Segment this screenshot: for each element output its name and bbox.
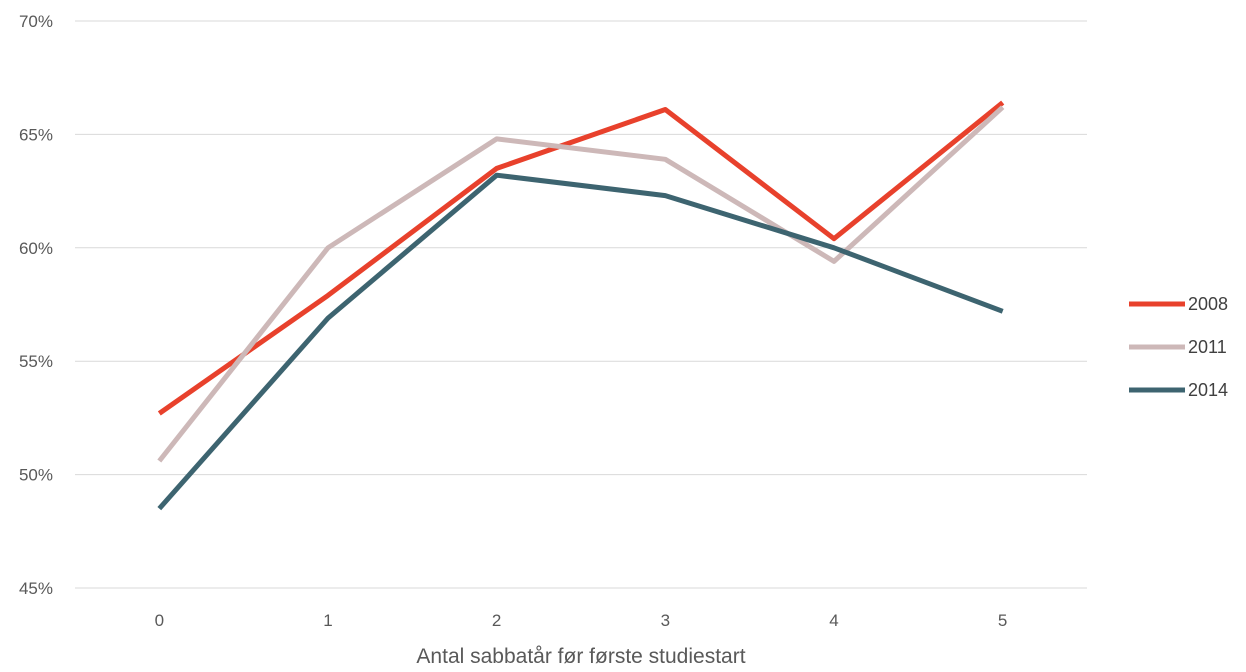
x-axis-tick-labels: 0 1 2 3 4 5 [155,611,1008,630]
x-tick-label: 0 [155,611,164,630]
y-tick-label: 50% [19,466,53,485]
x-tick-label: 2 [492,611,501,630]
legend: 2008 2011 2014 [1129,294,1228,400]
legend-item-2014: 2014 [1129,380,1228,400]
series-line-2011 [157,105,1005,463]
x-axis-title: Antal sabbatår før første studiestart [416,645,745,668]
y-tick-label: 55% [19,352,53,371]
series-lines [157,100,1005,511]
x-tick-label: 4 [829,611,838,630]
legend-label: 2008 [1188,294,1228,314]
y-tick-label: 60% [19,239,53,258]
legend-item-2008: 2008 [1129,294,1228,314]
y-tick-label: 45% [19,579,53,598]
x-tick-label: 3 [661,611,670,630]
series-line-2008 [157,100,1005,416]
legend-label: 2014 [1188,380,1228,400]
x-tick-label: 5 [998,611,1007,630]
x-tick-label: 1 [323,611,332,630]
series-line-2014 [157,172,1004,511]
legend-item-2011: 2011 [1129,337,1227,357]
legend-label: 2011 [1188,337,1227,357]
y-tick-label: 70% [19,12,53,31]
y-tick-label: 65% [19,125,53,144]
y-axis-tick-labels: 45% 50% 55% 60% 65% 70% [19,12,53,598]
gridlines [75,20,1087,589]
